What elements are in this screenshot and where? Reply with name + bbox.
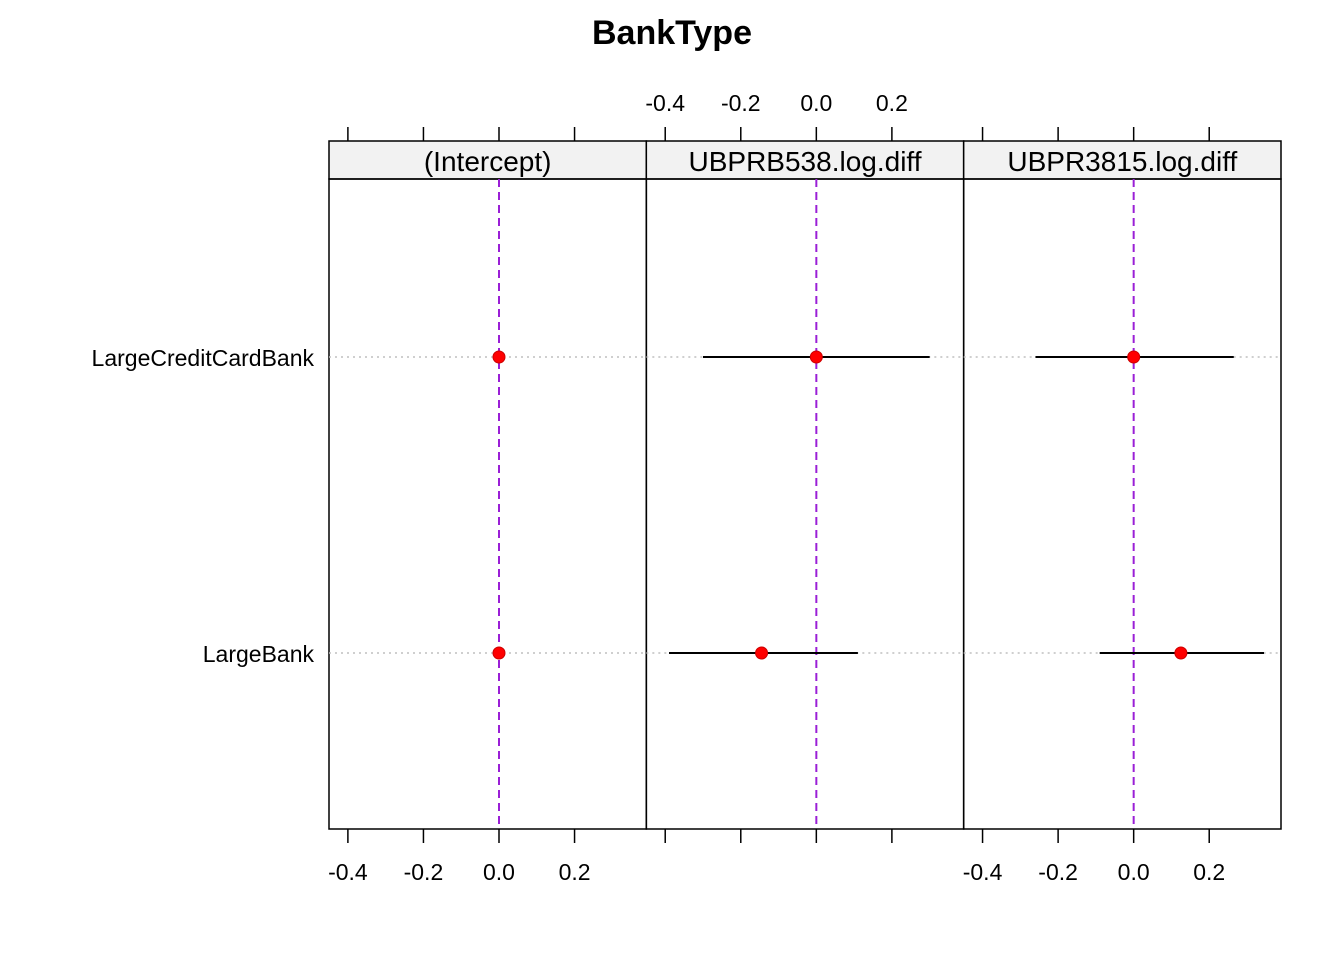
panel-frame [962, 178, 1282, 830]
axes-group: -0.4 -0.2 0.0 0.2 -0.4 -0.2 0.0 0.2 -0.4 -0.2 0.0 0… [328, 90, 1225, 885]
estimate-point [1127, 350, 1141, 364]
estimate-point [492, 350, 506, 364]
bottom-tick-label: -0.2 [1038, 859, 1078, 885]
bottom-tick-label: -0.4 [328, 859, 368, 885]
panels-group: (Intercept) UBPRB538.log.diff UBPR3815.log… [328, 140, 1282, 830]
top-tick-label: -0.2 [721, 90, 761, 116]
bottom-tick-label: -0.2 [404, 859, 444, 885]
panel-2: UBPR3815.log.diff [962, 140, 1282, 830]
top-tick-label: -0.4 [645, 90, 685, 116]
estimate-point [492, 646, 506, 660]
bottom-tick-label: 0.2 [559, 859, 591, 885]
row-label: LargeBank [203, 641, 315, 667]
bottom-tick-label: 0.0 [483, 859, 515, 885]
top-tick-label: 0.2 [876, 90, 908, 116]
bottom-tick-label: -0.4 [963, 859, 1003, 885]
row-labels-group: LargeCreditCardBank LargeBank [92, 345, 315, 667]
chart-title: BankType [592, 14, 752, 52]
panel-strip-label: UBPRB538.log.diff [689, 146, 922, 177]
panel-strip [328, 140, 648, 180]
panel-strip-label: (Intercept) [424, 146, 552, 177]
top-tick-label: 0.0 [800, 90, 832, 116]
panel-1: UBPRB538.log.diff [645, 140, 965, 830]
panel-strip-label: UBPR3815.log.diff [1007, 146, 1237, 177]
panel-strip [645, 140, 965, 180]
row-label: LargeCreditCardBank [92, 345, 315, 371]
estimate-point [1174, 646, 1188, 660]
bottom-tick-label: 0.0 [1118, 859, 1150, 885]
bottom-tick-label: 0.2 [1193, 859, 1225, 885]
panel-frame [645, 178, 965, 830]
panel-frame [328, 178, 648, 830]
panel-0: (Intercept) [328, 140, 648, 830]
estimate-point [755, 646, 769, 660]
estimate-point [809, 350, 823, 364]
